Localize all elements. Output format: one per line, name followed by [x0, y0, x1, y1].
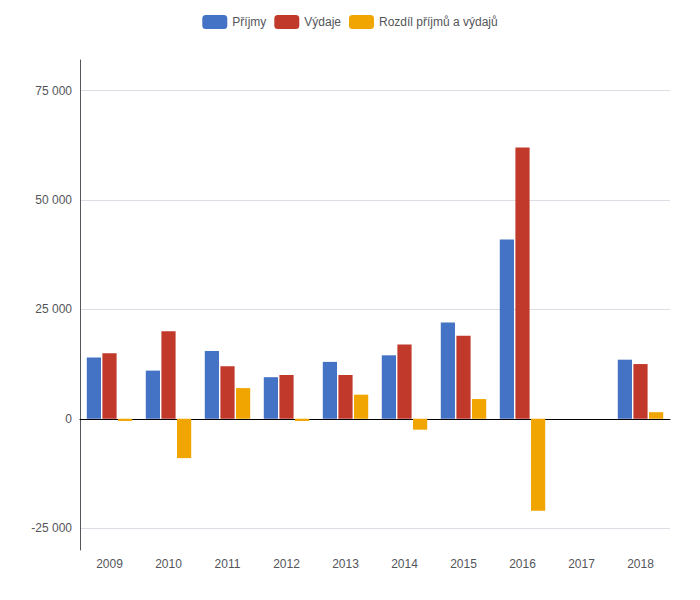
svg-text:75 000: 75 000 — [35, 84, 72, 98]
svg-text:0: 0 — [65, 412, 72, 426]
svg-text:2009: 2009 — [96, 557, 123, 571]
svg-text:2014: 2014 — [391, 557, 418, 571]
svg-text:-25 000: -25 000 — [31, 521, 72, 535]
svg-text:2015: 2015 — [450, 557, 477, 571]
svg-text:2011: 2011 — [215, 557, 241, 571]
svg-text:2017: 2017 — [568, 557, 595, 571]
svg-text:25 000: 25 000 — [35, 302, 72, 316]
svg-text:2018: 2018 — [627, 557, 654, 571]
svg-text:2016: 2016 — [509, 557, 536, 571]
svg-text:2010: 2010 — [155, 557, 182, 571]
svg-text:Výdaje: Výdaje — [304, 15, 341, 29]
svg-text:50 000: 50 000 — [35, 193, 72, 207]
svg-text:Rozdíl příjmů a výdajů: Rozdíl příjmů a výdajů — [379, 15, 498, 29]
svg-text:2012: 2012 — [273, 557, 300, 571]
svg-text:2013: 2013 — [332, 557, 359, 571]
svg-text:Příjmy: Příjmy — [232, 15, 266, 29]
